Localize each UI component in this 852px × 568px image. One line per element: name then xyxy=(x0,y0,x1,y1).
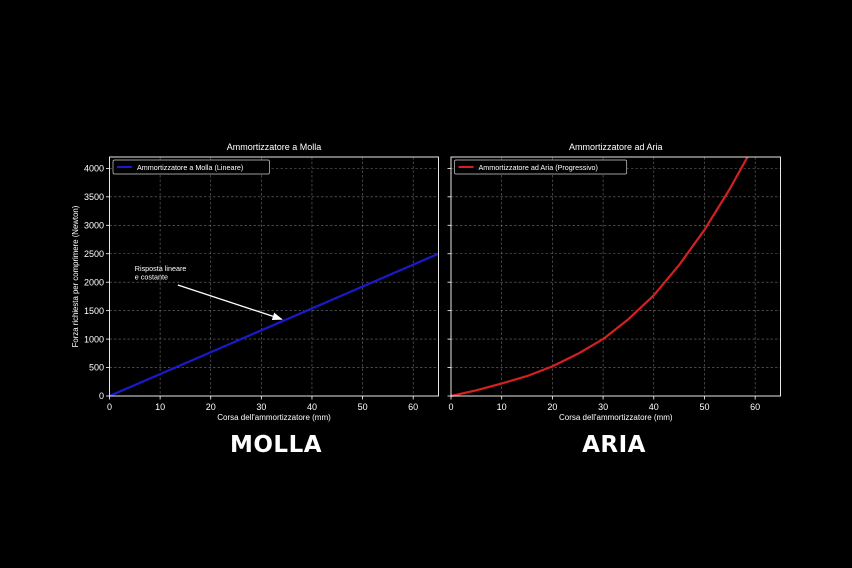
aria-x-tick-label: 30 xyxy=(598,402,608,412)
molla-plot-frame xyxy=(109,156,439,397)
molla-y-tick-label: 0 xyxy=(99,391,104,401)
molla-legend-box xyxy=(112,159,270,175)
molla-y-tick-label: 3500 xyxy=(84,192,104,202)
aria-legend-label: Ammortizzatore ad Aria (Progressivo) xyxy=(479,163,598,172)
molla-legend-label: Ammortizzatore a Molla (Lineare) xyxy=(137,163,243,172)
molla-x-tick-label: 60 xyxy=(408,402,418,412)
molla-x-tick-label: 40 xyxy=(307,402,317,412)
aria-x-axis-label: Corsa dell'ammortizzatore (mm) xyxy=(559,413,673,422)
aria-legend-box xyxy=(454,159,628,175)
molla-y-tick-label: 500 xyxy=(89,363,104,373)
molla-annotation-arrow xyxy=(177,284,283,321)
molla-y-tick-label: 1000 xyxy=(84,334,104,344)
molla-annotation-text: Risposta lineare xyxy=(135,264,187,273)
aria-x-tick-label: 40 xyxy=(649,402,659,412)
molla-series-line xyxy=(109,252,439,398)
aria-x-tick-label: 0 xyxy=(448,402,453,412)
molla-y-tick-label: 4000 xyxy=(84,164,104,174)
molla-annotation-text: e costante xyxy=(135,272,168,281)
molla-y-tick-label: 2000 xyxy=(84,277,104,287)
aria-x-tick-label: 50 xyxy=(699,402,709,412)
molla-x-axis-label: Corsa dell'ammortizzatore (mm) xyxy=(217,413,331,422)
aria-label: ARIA xyxy=(582,432,646,458)
molla-x-tick-label: 50 xyxy=(358,402,368,412)
molla-x-tick-label: 20 xyxy=(206,402,216,412)
aria-x-tick-label: 10 xyxy=(497,402,507,412)
molla-label: MOLLA xyxy=(229,432,323,458)
molla-y-tick-label: 1500 xyxy=(84,306,104,316)
aria-plot-frame xyxy=(450,156,781,397)
molla-chart-title: Ammortizzatore a Molla xyxy=(227,142,322,152)
aria-chart-title: Ammortizzatore ad Aria xyxy=(569,142,663,152)
aria-x-tick-label: 60 xyxy=(750,402,760,412)
aria-series-line xyxy=(450,156,749,398)
aria-x-tick-label: 20 xyxy=(547,402,557,412)
molla-y-axis-label: Forza richiesta per comprimere (Newton) xyxy=(71,205,80,347)
molla-x-tick-label: 10 xyxy=(155,402,165,412)
molla-y-tick-label: 2500 xyxy=(84,249,104,259)
molla-x-tick-label: 0 xyxy=(107,402,112,412)
molla-x-tick-label: 30 xyxy=(256,402,266,412)
molla-y-tick-label: 3000 xyxy=(84,220,104,230)
